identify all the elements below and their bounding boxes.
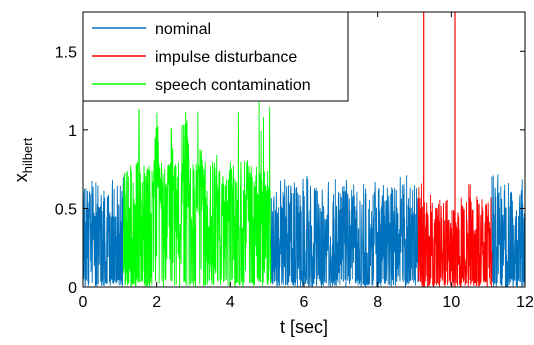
- legend-label-speech: speech contamination: [155, 77, 311, 94]
- series-nominal-segment-2: [491, 174, 526, 287]
- x-tick-label: 8: [373, 294, 382, 311]
- x-tick-label: 6: [300, 294, 309, 311]
- x-tick-label: 10: [442, 294, 460, 311]
- x-tick-label: 2: [152, 294, 161, 311]
- legend-label-nominal: nominal: [155, 21, 211, 38]
- legend-label-impulse: impulse disturbance: [155, 49, 297, 66]
- series-speech-contamination-segment-0: [123, 97, 272, 288]
- plot-area: [82, 12, 526, 288]
- legend: nominal impulse disturbance speech conta…: [82, 11, 349, 102]
- y-axis-label-main: x: [11, 173, 31, 182]
- x-tick-label: 0: [79, 294, 88, 311]
- y-tick-label: 1: [68, 123, 77, 140]
- x-tick-label: 4: [226, 294, 235, 311]
- y-tick-label: 0: [68, 280, 77, 297]
- series-nominal-segment-1: [270, 175, 419, 288]
- y-axis-label: xhilbert: [11, 137, 35, 182]
- y-tick-label: 0.5: [55, 201, 77, 218]
- series-nominal-segment-0: [82, 177, 124, 287]
- x-axis-label: t [sec]: [280, 317, 328, 337]
- x-tick-label: 12: [516, 294, 534, 311]
- y-axis-label-subscript: hilbert: [20, 137, 35, 173]
- y-tick-label: 1.5: [55, 44, 77, 61]
- y-axis: 0 0.5 1 1.5: [55, 44, 525, 297]
